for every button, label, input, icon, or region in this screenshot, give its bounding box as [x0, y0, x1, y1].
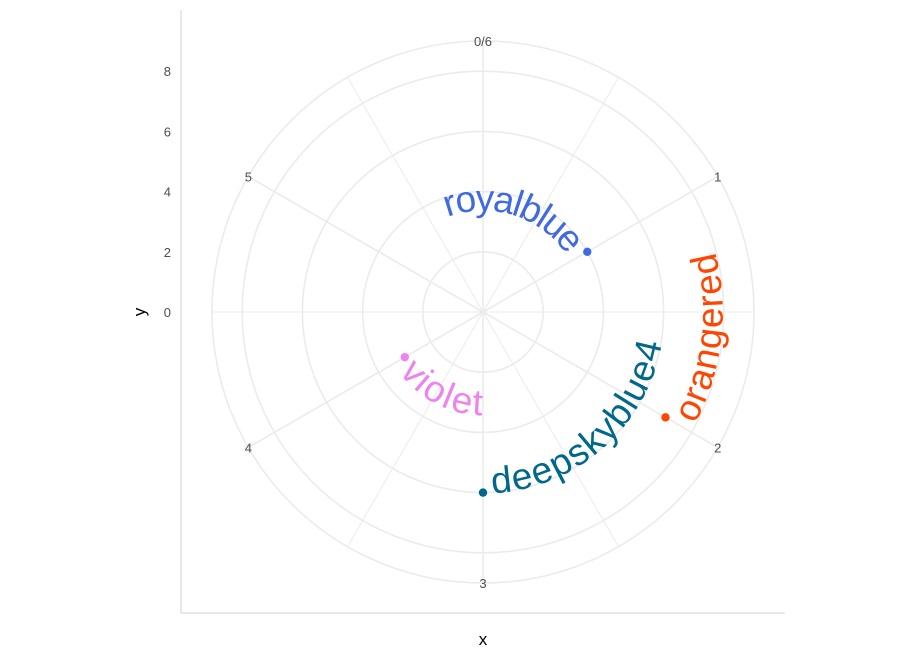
theta-tick-label: 4	[245, 441, 252, 456]
outer-gridline	[211, 40, 755, 584]
data-label-text: deepskyblue4	[489, 336, 670, 501]
spoke-gridline	[482, 311, 619, 547]
x-axis-title: x	[479, 630, 488, 649]
theta-tick-labels: 0/6 1 2 3 4 5	[245, 34, 722, 591]
data-label: orangered	[665, 250, 731, 427]
theta-tick-label: 0/6	[474, 34, 492, 49]
radial-gridline	[421, 251, 544, 374]
spoke-gridline	[347, 311, 484, 547]
radial-gridline	[361, 190, 605, 434]
data-label-text: violet	[393, 351, 485, 423]
y-axis-title: y	[130, 307, 149, 316]
spoke-gridline	[482, 77, 619, 313]
spoke-gridline	[247, 175, 484, 313]
data-point	[661, 413, 670, 422]
grid	[211, 40, 755, 584]
data-label-text: orangered	[665, 250, 731, 427]
spoke-gridline	[347, 77, 484, 313]
data-point	[400, 352, 409, 362]
theta-tick-label: 2	[714, 441, 721, 456]
data-label: deepskyblue4	[489, 336, 670, 501]
data-label: violet	[393, 351, 485, 423]
radial-gridline	[241, 70, 725, 554]
theta-tick-label: 3	[479, 576, 486, 591]
y-tick-labels: 0 2 4 6 8	[164, 64, 171, 320]
data-point	[583, 247, 592, 256]
y-tick-label: 8	[164, 64, 171, 79]
y-tick-label: 2	[164, 245, 171, 260]
y-tick-label: 0	[164, 305, 171, 320]
data-label: royalblue	[438, 177, 593, 260]
theta-tick-label: 1	[714, 170, 721, 185]
spoke-gridline	[247, 311, 484, 449]
data-label-text: royalblue	[438, 177, 593, 260]
spoke-gridline	[482, 311, 719, 449]
y-tick-label: 6	[164, 124, 171, 139]
y-tick-label: 4	[164, 185, 171, 200]
theta-tick-label: 5	[245, 170, 252, 185]
spoke-gridline	[482, 175, 719, 313]
data-point	[478, 488, 488, 497]
